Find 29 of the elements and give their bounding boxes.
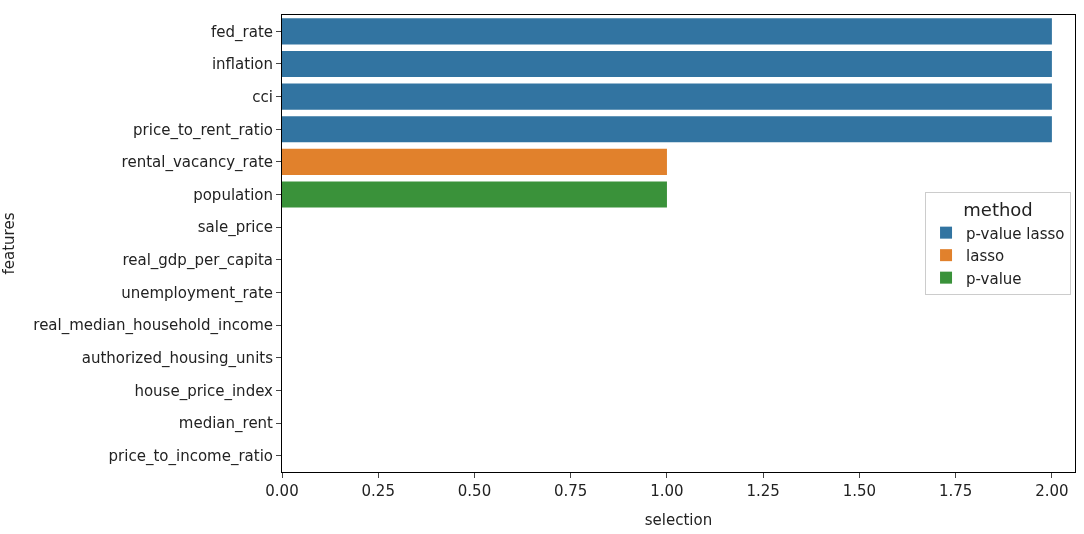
legend-label: p-value lasso	[966, 224, 1065, 243]
legend-title: method	[963, 199, 1033, 221]
y-tick-label: inflation	[211, 55, 273, 74]
x-tick-label: 1.75	[938, 482, 973, 500]
x-tick-label: 0.50	[457, 482, 492, 500]
x-tick-label: 2.00	[1035, 482, 1069, 500]
y-tick-label: cci	[252, 87, 273, 106]
x-tick-label: 1.50	[842, 482, 877, 500]
x-tick-label: 1.00	[650, 482, 684, 500]
x-tick-label: 0.75	[554, 482, 588, 500]
y-tick-label: real_median_household_income	[33, 316, 273, 336]
x-tick-label: 1.25	[746, 482, 780, 500]
legend-label: lasso	[966, 247, 1005, 265]
y-tick-label: authorized_housing_units	[81, 349, 274, 368]
y-tick-label: real_gdp_per_capita	[122, 251, 273, 271]
y-tick-label: population	[193, 185, 273, 204]
x-tick-label: 0.25	[361, 482, 395, 500]
y-tick-label: rental_vacancy_rate	[121, 153, 273, 173]
x-tick-label: 0.00	[265, 482, 299, 500]
y-axis-title: features	[0, 212, 18, 275]
x-axis-title: selection	[644, 511, 713, 529]
y-tick-label: median_rent	[178, 414, 274, 434]
y-tick-label: unemployment_rate	[121, 283, 273, 303]
y-tick-label: price_to_rent_ratio	[133, 120, 273, 140]
legend-label: p-value	[966, 269, 1022, 288]
y-tick-label: house_price_index	[134, 381, 274, 401]
y-tick-label: fed_rate	[211, 22, 273, 42]
y-tick-label: sale_price	[197, 218, 273, 238]
y-tick-label: price_to_income_ratio	[108, 446, 273, 466]
